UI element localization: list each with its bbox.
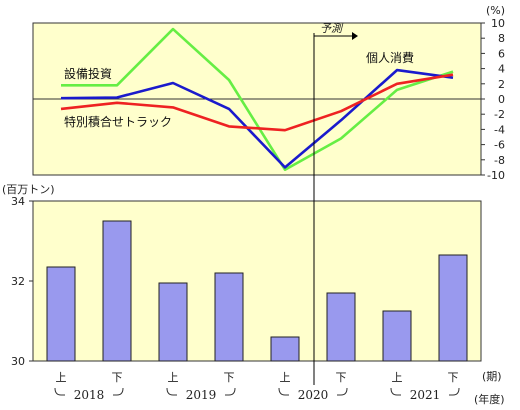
bar-6: [382, 310, 412, 362]
series-line-0: [61, 27, 454, 171]
year-label: 2018: [74, 388, 105, 402]
bar-3: [214, 272, 244, 362]
bar-2: [158, 282, 188, 362]
forecast-label: 予測: [320, 22, 344, 35]
period-label: 下: [448, 371, 459, 384]
period-label: 下: [224, 371, 235, 384]
forecast-arrow-head: [352, 32, 358, 40]
period-label: 上: [168, 371, 179, 384]
bottom-unit-label: (百万トン): [2, 183, 55, 196]
top-y-tick-label: -2: [494, 108, 505, 121]
period-label: 上: [392, 371, 403, 384]
period-label: 上: [56, 371, 67, 384]
bottom-y-tick-label: 30: [11, 355, 25, 368]
top-y-tick-label: 0: [498, 93, 505, 106]
year-bracket-left: [278, 387, 289, 396]
bottom-bars: [46, 220, 468, 362]
bottom-plot-area: [32, 200, 482, 362]
year-unit-label: (年度): [474, 392, 505, 406]
series-line-1: [60, 68, 454, 169]
series-line-2: [60, 73, 454, 132]
series-label-capex: 設備投資: [64, 66, 112, 81]
top-y-tick-label: 6: [498, 47, 505, 60]
top-axis-ticks: 10 8 6 4 2 0 -2 -4 -6 -8 -10: [33, 17, 505, 182]
bar-1: [102, 220, 132, 362]
year-label: 2021: [410, 388, 441, 402]
period-label: 上: [280, 371, 291, 384]
top-unit-label: (%): [486, 4, 505, 17]
period-label: 下: [112, 371, 123, 384]
year-label: 2019: [186, 388, 217, 402]
bar-5: [326, 292, 356, 362]
year-bracket-right: [337, 387, 348, 396]
year-bracket-right: [113, 387, 124, 396]
period-label: 下: [336, 371, 347, 384]
top-y-tick-label: 8: [498, 32, 505, 45]
bottom-x-labels: 上 下 上 下 上 下 上 下 2018 2019 2020 2021: [54, 371, 460, 402]
top-y-tick-label: 2: [498, 78, 505, 91]
top-y-tick-label: 10: [491, 17, 505, 30]
year-bracket-right: [225, 387, 236, 396]
bottom-axis-ticks: 34 32 30: [11, 195, 33, 368]
year-bracket-left: [54, 387, 65, 396]
top-y-tick-label: 4: [498, 63, 505, 76]
series-label-consumption: 個人消費: [366, 50, 414, 65]
bar-0: [46, 266, 76, 362]
top-y-tick-label: -6: [494, 139, 505, 152]
year-bracket-left: [390, 387, 401, 396]
series-label-truck: 特別積合せトラック: [64, 114, 172, 129]
bar-4: [270, 336, 300, 362]
period-unit-label: (期): [482, 370, 502, 383]
top-y-tick-label: -4: [494, 123, 505, 136]
year-label: 2020: [298, 388, 329, 402]
year-bracket-left: [166, 387, 177, 396]
top-y-tick-label: -10: [487, 169, 505, 182]
bottom-y-tick-label: 32: [11, 275, 25, 288]
year-bracket-right: [449, 387, 460, 396]
bottom-y-tick-label: 34: [11, 195, 25, 208]
top-series-labels: 設備投資 個人消費 特別積合せトラック: [64, 50, 414, 129]
bar-7: [438, 254, 468, 362]
top-series-lines: [60, 27, 454, 171]
top-y-tick-label: -8: [494, 154, 505, 167]
